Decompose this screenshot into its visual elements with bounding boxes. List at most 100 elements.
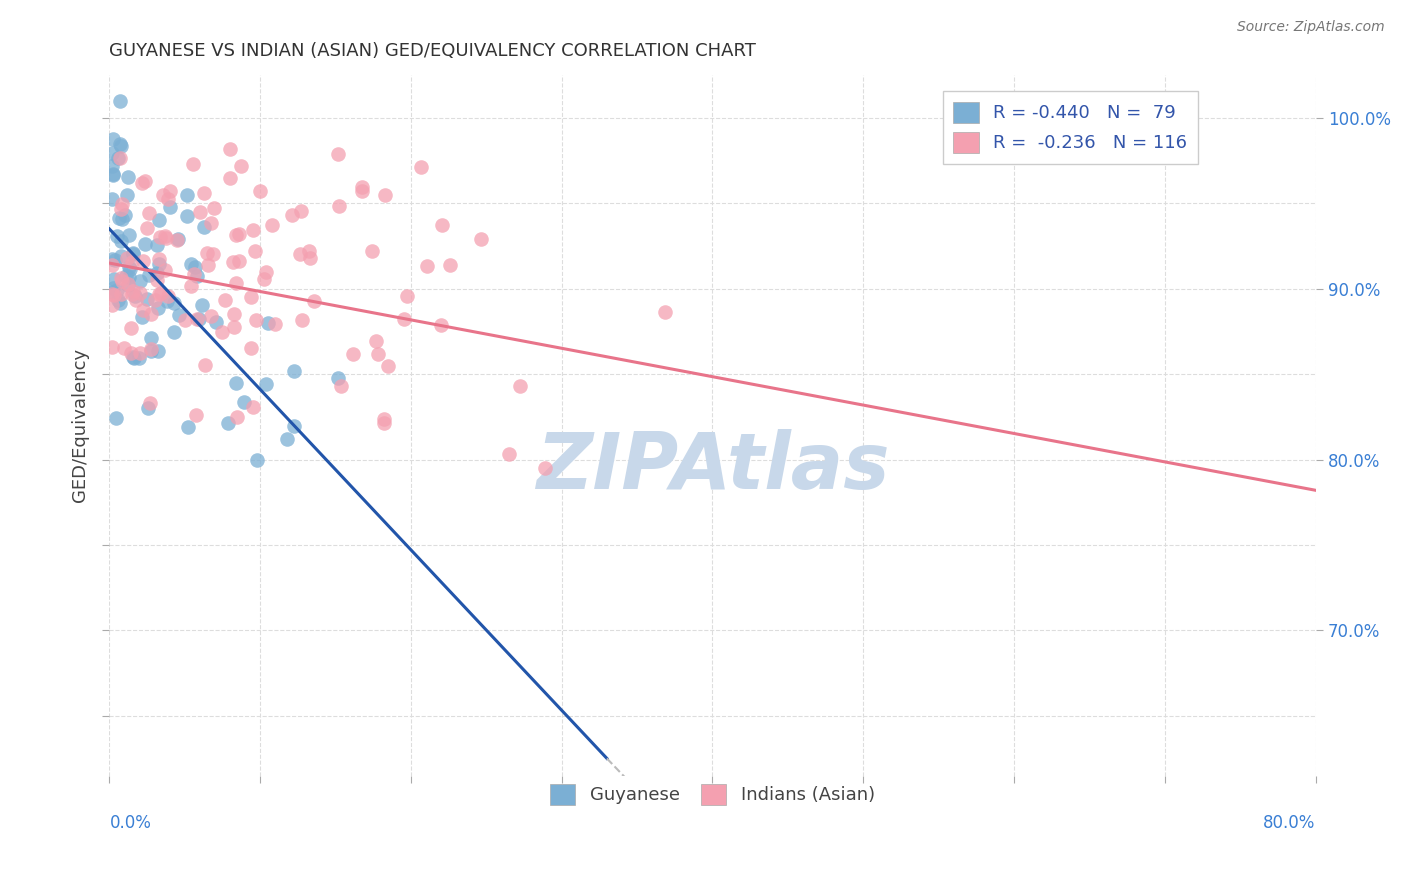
Point (157, 192, 180, 206)
Point (276, 433, 298, 447)
Point (135, 221, 157, 235)
Point (101, 252, 124, 267)
Point (232, 394, 254, 409)
Point (326, 371, 349, 385)
Point (245, 244, 267, 258)
Point (217, 416, 239, 430)
Point (183, 268, 205, 282)
Point (194, 358, 217, 372)
Y-axis label: GED/Equivalency: GED/Equivalency (72, 348, 89, 502)
Point (364, 334, 387, 349)
Point (374, 188, 396, 202)
Point (107, 151, 129, 165)
Point (394, 312, 416, 326)
Point (326, 146, 349, 161)
Point (202, 247, 225, 261)
Text: 80.0%: 80.0% (1263, 814, 1316, 832)
Point (470, 232, 492, 246)
Point (129, 275, 152, 289)
Point (110, 202, 132, 216)
Point (103, 167, 125, 181)
Point (103, 281, 125, 295)
Text: ZIPAtlas: ZIPAtlas (536, 429, 889, 506)
Point (156, 294, 179, 309)
Point (117, 269, 139, 284)
Point (111, 212, 134, 227)
Point (200, 310, 222, 324)
Point (131, 310, 153, 324)
Point (163, 296, 186, 310)
Point (141, 308, 163, 322)
Point (342, 347, 364, 361)
Point (108, 296, 131, 310)
Point (242, 400, 264, 414)
Point (136, 292, 159, 306)
Point (101, 132, 124, 146)
Point (253, 271, 276, 285)
Point (352, 184, 374, 198)
Point (290, 247, 312, 261)
Point (367, 346, 389, 360)
Point (131, 177, 153, 191)
Legend: Guyanese, Indians (Asian): Guyanese, Indians (Asian) (543, 777, 883, 812)
Point (115, 188, 138, 202)
Point (304, 293, 326, 308)
Point (138, 206, 160, 220)
Point (373, 412, 395, 426)
Point (146, 266, 169, 280)
Point (262, 218, 284, 232)
Point (240, 290, 263, 304)
Point (107, 293, 129, 307)
Point (377, 359, 399, 373)
Point (152, 188, 174, 202)
Point (200, 216, 222, 230)
Point (112, 341, 135, 355)
Point (141, 342, 163, 356)
Point (146, 344, 169, 359)
Text: 0.0%: 0.0% (110, 814, 152, 832)
Point (143, 293, 166, 308)
Point (115, 251, 138, 265)
Point (187, 311, 209, 326)
Point (117, 277, 139, 292)
Point (174, 313, 197, 327)
Point (148, 213, 170, 227)
Point (120, 346, 142, 360)
Point (534, 461, 557, 475)
Point (373, 416, 395, 430)
Point (103, 288, 125, 302)
Point (103, 272, 125, 286)
Point (184, 408, 207, 422)
Point (283, 364, 305, 378)
Point (416, 259, 439, 273)
Point (120, 320, 142, 334)
Point (188, 205, 211, 219)
Point (202, 201, 225, 215)
Point (229, 159, 252, 173)
Point (176, 188, 198, 202)
Point (121, 255, 143, 269)
Point (148, 257, 170, 271)
Point (108, 137, 131, 152)
Point (257, 316, 280, 330)
Point (254, 376, 277, 391)
Point (191, 298, 214, 312)
Point (204, 315, 226, 329)
Point (124, 289, 146, 303)
Point (101, 286, 124, 301)
Point (104, 252, 127, 267)
Point (298, 251, 321, 265)
Point (111, 274, 134, 288)
Point (138, 268, 160, 282)
Point (105, 229, 128, 244)
Point (153, 228, 176, 243)
Point (120, 261, 142, 276)
Point (146, 301, 169, 316)
Point (121, 247, 143, 261)
Point (197, 258, 219, 272)
Point (139, 396, 162, 410)
Point (148, 252, 170, 267)
Point (225, 276, 247, 290)
Point (186, 268, 208, 283)
Point (225, 227, 247, 242)
